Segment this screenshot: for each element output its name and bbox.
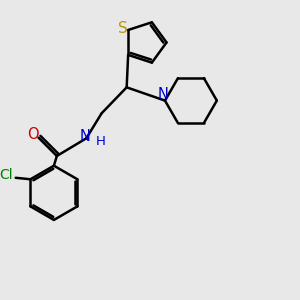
Text: H: H	[95, 135, 105, 148]
Text: S: S	[118, 21, 128, 36]
Text: Cl: Cl	[0, 168, 13, 182]
Text: N: N	[80, 129, 90, 144]
Text: O: O	[27, 127, 38, 142]
Text: N: N	[158, 87, 169, 102]
